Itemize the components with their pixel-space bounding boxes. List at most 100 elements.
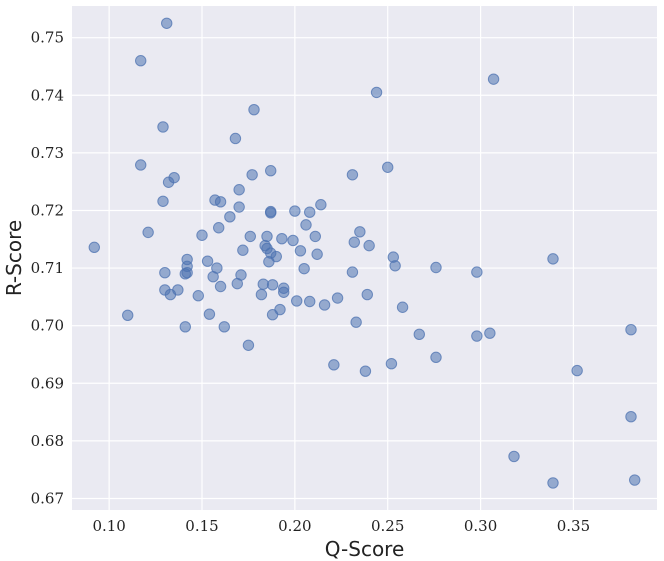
data-point bbox=[218, 321, 230, 333]
data-point bbox=[350, 316, 362, 328]
data-point bbox=[172, 284, 184, 296]
data-point bbox=[196, 229, 208, 241]
data-point bbox=[300, 219, 312, 231]
data-point bbox=[246, 169, 258, 181]
data-point bbox=[201, 255, 214, 267]
data-point bbox=[385, 357, 398, 370]
data-point bbox=[276, 233, 288, 245]
grid-lines bbox=[72, 6, 657, 510]
data-point bbox=[192, 290, 204, 302]
data-point bbox=[211, 262, 223, 274]
x-tick-label: 0.25 bbox=[371, 517, 404, 535]
data-point bbox=[484, 327, 496, 339]
data-point bbox=[233, 184, 245, 196]
y-tick-label: 0.74 bbox=[31, 86, 64, 104]
data-point bbox=[135, 159, 147, 171]
plot-background bbox=[72, 6, 657, 510]
data-point bbox=[348, 236, 360, 248]
data-point bbox=[157, 121, 169, 133]
y-tick-label: 0.67 bbox=[31, 489, 64, 507]
x-axis-title: Q-Score bbox=[325, 537, 405, 561]
data-points bbox=[88, 17, 641, 489]
data-point bbox=[122, 309, 134, 322]
data-point bbox=[359, 365, 372, 377]
data-point bbox=[315, 199, 327, 211]
data-point bbox=[248, 103, 260, 116]
data-point bbox=[287, 234, 299, 247]
data-point bbox=[430, 351, 442, 364]
data-point bbox=[233, 201, 245, 213]
data-point bbox=[237, 244, 249, 256]
data-point bbox=[224, 211, 236, 223]
data-point bbox=[346, 169, 359, 181]
y-tick-label: 0.68 bbox=[31, 432, 64, 450]
y-tick-label: 0.71 bbox=[31, 259, 64, 277]
data-point bbox=[244, 230, 256, 243]
data-point bbox=[289, 205, 301, 217]
data-point bbox=[294, 245, 307, 257]
y-tick-label: 0.70 bbox=[31, 317, 64, 335]
y-axis-title: R-Score bbox=[2, 220, 26, 296]
x-tick-label: 0.15 bbox=[185, 517, 218, 535]
data-point bbox=[266, 279, 279, 291]
data-point bbox=[213, 222, 225, 234]
data-point bbox=[203, 308, 216, 320]
data-point bbox=[304, 295, 316, 308]
data-point bbox=[318, 299, 331, 311]
data-point bbox=[235, 269, 247, 281]
data-point bbox=[547, 477, 559, 489]
data-point bbox=[629, 474, 641, 486]
y-tick-label: 0.75 bbox=[31, 29, 64, 47]
y-tick-label: 0.73 bbox=[31, 144, 64, 162]
data-point bbox=[274, 303, 286, 316]
data-point bbox=[142, 226, 154, 239]
data-point bbox=[361, 288, 373, 301]
data-point bbox=[135, 55, 147, 67]
data-point bbox=[298, 262, 310, 275]
data-point bbox=[88, 241, 100, 254]
data-point bbox=[309, 230, 321, 243]
data-point bbox=[181, 253, 193, 266]
data-point bbox=[265, 207, 277, 219]
data-point bbox=[265, 165, 277, 177]
data-point bbox=[625, 410, 637, 423]
x-tick-label: 0.20 bbox=[278, 517, 311, 535]
data-point bbox=[487, 73, 500, 85]
data-point bbox=[370, 86, 383, 99]
data-point bbox=[159, 266, 171, 279]
data-point bbox=[471, 330, 483, 342]
data-point bbox=[214, 196, 227, 208]
data-point bbox=[328, 359, 340, 371]
data-point bbox=[242, 339, 255, 351]
x-tick-label: 0.10 bbox=[92, 517, 125, 535]
data-point bbox=[278, 286, 290, 298]
data-point bbox=[157, 195, 169, 207]
tick-labels: 0.10 0.15 0.20 0.25 0.30 0.35 0.67 0.68 0.69 0.70… bbox=[31, 29, 591, 535]
data-point bbox=[396, 301, 409, 313]
data-point bbox=[382, 161, 394, 173]
data-point bbox=[508, 450, 520, 463]
x-tick-label: 0.30 bbox=[464, 517, 497, 535]
x-tick-label: 0.35 bbox=[557, 517, 590, 535]
data-point bbox=[413, 328, 425, 341]
data-point bbox=[311, 248, 323, 260]
data-point bbox=[471, 266, 483, 278]
data-point bbox=[261, 230, 273, 243]
data-point bbox=[354, 226, 366, 238]
data-point bbox=[625, 324, 637, 336]
data-point bbox=[255, 288, 268, 301]
data-point bbox=[291, 295, 303, 307]
data-point bbox=[304, 206, 316, 218]
y-tick-label: 0.72 bbox=[31, 201, 64, 219]
data-point bbox=[571, 364, 583, 377]
data-point bbox=[161, 17, 173, 29]
data-point bbox=[270, 250, 282, 263]
data-point bbox=[389, 260, 401, 272]
data-point bbox=[179, 321, 191, 333]
data-point bbox=[214, 280, 227, 293]
data-point bbox=[331, 292, 344, 304]
data-point bbox=[547, 253, 559, 265]
data-point bbox=[346, 266, 359, 278]
data-point bbox=[430, 261, 442, 274]
data-point bbox=[229, 132, 242, 145]
